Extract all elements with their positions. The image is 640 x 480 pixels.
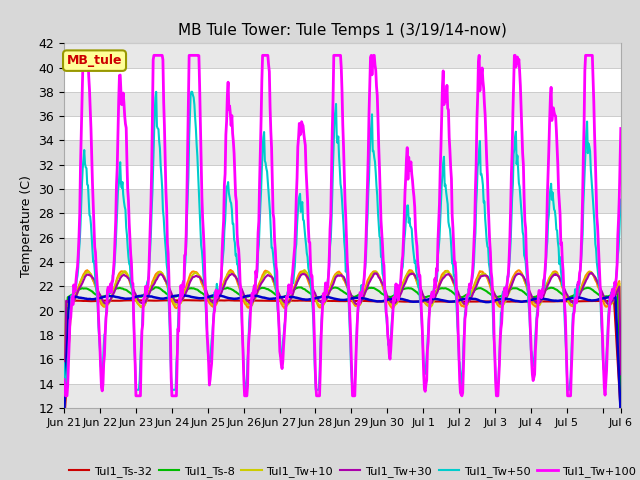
Bar [64,189,621,214]
Bar [64,141,621,165]
Bar [64,384,621,408]
Title: MB Tule Tower: Tule Temps 1 (3/19/14-now): MB Tule Tower: Tule Temps 1 (3/19/14-now… [178,23,507,38]
Bar [64,238,621,262]
Bar [64,43,621,68]
Bar [64,92,621,116]
Bar [64,335,621,360]
Legend: Tul1_Ts-32, Tul1_Ts-16, Tul1_Ts-8, Tul1_Ts0, Tul1_Tw+10, Tul1_Tw+30, Tul1_Tw+50,: Tul1_Ts-32, Tul1_Ts-16, Tul1_Ts-8, Tul1_… [64,461,640,480]
Bar [64,287,621,311]
Text: MB_tule: MB_tule [67,54,122,67]
Y-axis label: Temperature (C): Temperature (C) [20,175,33,276]
